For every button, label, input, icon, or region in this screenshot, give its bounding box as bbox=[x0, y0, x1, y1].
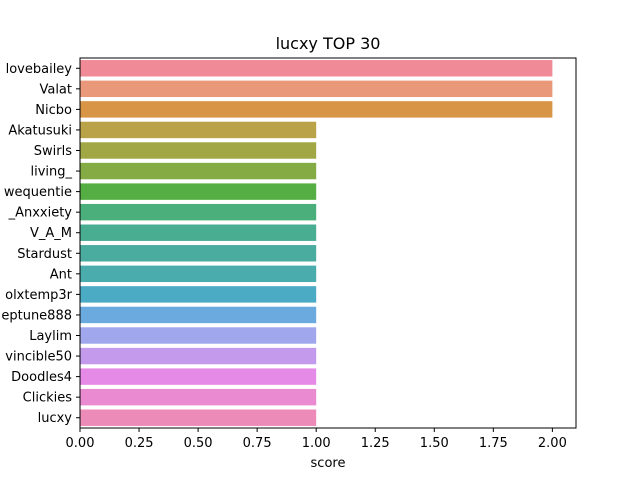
x-tick-label: 1.50 bbox=[420, 436, 449, 451]
bar bbox=[80, 60, 553, 77]
bar bbox=[80, 142, 317, 159]
x-tick-label: 0.00 bbox=[66, 436, 95, 451]
x-tick-label: 2.00 bbox=[538, 436, 567, 451]
bar bbox=[80, 245, 317, 262]
y-tick-label: lovebailey bbox=[6, 62, 73, 77]
x-ticks: 0.00 0.25 0.50 0.75 1.00 1.25 1.50 1.75 2.00 bbox=[66, 428, 567, 451]
bar bbox=[80, 224, 317, 241]
y-tick-label: living_ bbox=[30, 165, 72, 180]
y-tick-labels: lovebailey Valat Nicbo Akatusuki Swirls livin… bbox=[1, 62, 80, 426]
bar bbox=[80, 286, 317, 303]
bar bbox=[80, 327, 317, 344]
x-tick-label: 1.00 bbox=[302, 436, 331, 451]
x-tick-label: 0.50 bbox=[184, 436, 213, 451]
bar bbox=[80, 409, 317, 426]
chart-title: lucxy TOP 30 bbox=[276, 34, 381, 53]
plot-frame bbox=[79, 57, 577, 429]
y-tick-label: Laylim bbox=[29, 329, 72, 344]
bar bbox=[80, 80, 553, 98]
y-tick-label: wequentie bbox=[4, 185, 72, 200]
bar bbox=[80, 101, 553, 118]
bar bbox=[80, 203, 317, 221]
bar bbox=[80, 368, 317, 385]
bar bbox=[80, 162, 317, 180]
y-tick-label: lucxy bbox=[38, 411, 73, 426]
x-tick-label: 1.25 bbox=[361, 436, 390, 451]
x-tick-label: 0.75 bbox=[243, 436, 272, 451]
y-tick-label: Swirls bbox=[34, 144, 72, 159]
y-tick-label: Clickies bbox=[23, 391, 73, 406]
y-tick-label: Akatusuki bbox=[8, 123, 72, 138]
y-tick-label: _Anxxiety bbox=[8, 206, 73, 221]
y-tick-label: Ant bbox=[50, 267, 72, 282]
y-tick-label: Doodles4 bbox=[11, 370, 72, 385]
bar bbox=[80, 388, 317, 406]
y-tick-label: Valat bbox=[39, 82, 72, 97]
y-tick-label: eptune888 bbox=[1, 308, 72, 323]
y-tick-label: Nicbo bbox=[35, 103, 72, 118]
bars-group bbox=[80, 60, 553, 426]
bar bbox=[80, 347, 317, 365]
x-axis-label: score bbox=[311, 456, 346, 471]
y-tick-label: vincible50 bbox=[5, 350, 72, 365]
bar bbox=[80, 265, 317, 283]
y-tick-label: V_A_M bbox=[30, 226, 72, 241]
bar bbox=[80, 306, 317, 324]
y-tick-label: olxtemp3r bbox=[5, 288, 73, 303]
bar bbox=[80, 183, 317, 200]
bar bbox=[80, 121, 317, 139]
x-tick-label: 1.75 bbox=[479, 436, 508, 451]
x-tick-label: 0.25 bbox=[125, 436, 154, 451]
y-tick-label: Stardust bbox=[17, 247, 72, 262]
